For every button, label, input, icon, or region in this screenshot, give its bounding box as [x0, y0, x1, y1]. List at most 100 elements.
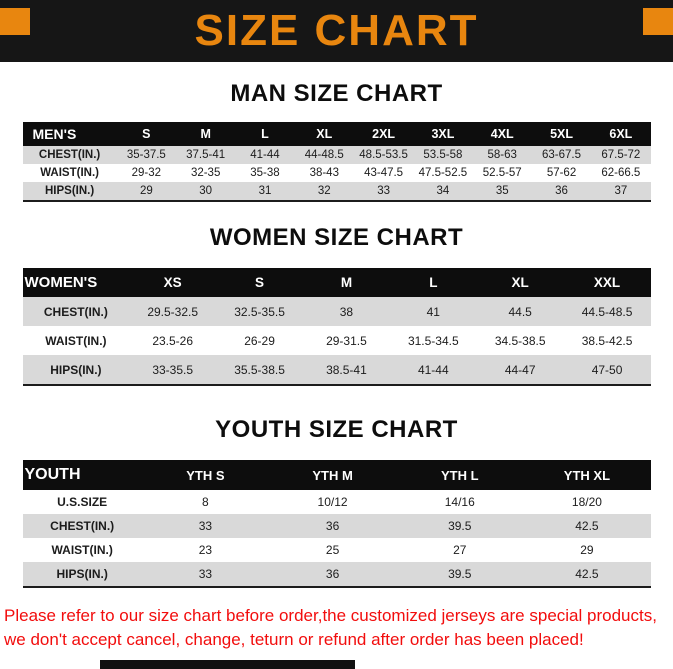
- size-value: 58-63: [487, 149, 517, 161]
- size-value: 32-35: [190, 167, 221, 179]
- measurement-row-label: CHEST(IN.): [43, 304, 108, 319]
- size-value: 35: [495, 185, 509, 197]
- size-value: 42.5: [575, 519, 599, 533]
- women-size-table: WOMEN'S XS S M L XL XXL CHEST(IN.) 29.5-32.5 32.5…: [22, 268, 651, 386]
- size-value: 27: [453, 543, 467, 557]
- size-value: 31.5-34.5: [407, 333, 459, 348]
- measurement-row-label: WAIST(IN.): [51, 543, 113, 557]
- measurement-row-label: U.S.SIZE: [57, 495, 108, 509]
- table-row: WAIST(IN.) 29-32 32-35 35-38 38-43 43-47.5 47.…: [23, 164, 651, 182]
- size-value: 48.5-53.5: [359, 149, 408, 161]
- order-notice: Please refer to our size chart before or…: [0, 604, 673, 652]
- size-column-header: 5XL: [550, 127, 573, 141]
- table-row: CHEST(IN.) 33 36 39.5 42.5: [22, 514, 651, 538]
- size-value: 41-44: [417, 362, 449, 377]
- corner-square-left: [0, 8, 30, 35]
- size-value: 23.5-26: [152, 333, 194, 348]
- size-column-header: 6XL: [609, 127, 633, 141]
- size-column-header: XS: [163, 275, 182, 290]
- size-value: 32.5-35.5: [234, 304, 285, 319]
- size-value: 41: [426, 304, 440, 319]
- size-value: 30: [199, 185, 213, 197]
- size-value: 31: [258, 185, 272, 197]
- size-value: 38: [339, 304, 354, 319]
- size-value: 33: [198, 567, 213, 581]
- table-group-label: MEN'S: [32, 126, 77, 142]
- size-value: 62-66.5: [601, 167, 641, 179]
- size-column-header: 4XL: [490, 127, 514, 141]
- size-column-header: 3XL: [431, 127, 455, 141]
- size-column-header: XL: [511, 275, 529, 290]
- women-size-section: WOMEN SIZE CHART WOMEN'S XS S M L XL XXL CHEST(…: [0, 224, 673, 386]
- measurement-row-label: CHEST(IN.): [38, 149, 101, 161]
- size-value: 42.5: [575, 567, 599, 581]
- size-value: 14/16: [444, 495, 475, 509]
- size-value: 23: [198, 543, 213, 557]
- table-header-row: YOUTH YTH S YTH M YTH L YTH XL: [22, 460, 651, 490]
- table-group-label: WOMEN'S: [24, 274, 98, 291]
- size-value: 29-31.5: [326, 333, 367, 348]
- size-value: 36: [325, 519, 340, 533]
- size-value: 47.5-52.5: [418, 167, 468, 179]
- size-value: 34: [436, 185, 450, 197]
- size-column-header: L: [429, 275, 438, 290]
- size-value: 35-38: [250, 167, 280, 179]
- size-value: 29: [139, 185, 153, 197]
- size-value: 47-50: [591, 362, 623, 377]
- size-value: 44-47: [504, 362, 536, 377]
- size-value: 39.5: [448, 519, 472, 533]
- women-section-title: WOMEN SIZE CHART: [209, 224, 464, 251]
- size-value: 38.5-41: [326, 362, 367, 377]
- size-value: 37.5-41: [186, 149, 226, 161]
- table-row: CHEST(IN.) 29.5-32.5 32.5-35.5 38 41 44.5 44.5…: [22, 297, 651, 326]
- measurement-row-label: HIPS(IN.): [50, 362, 102, 377]
- size-value: 36: [555, 185, 568, 197]
- size-value: 32: [317, 185, 331, 197]
- size-column-header: YTH XL: [563, 467, 611, 483]
- table-row: WAIST(IN.) 23.5-26 26-29 29-31.5 31.5-34.5 34…: [23, 326, 651, 355]
- size-value: 35-37.5: [126, 149, 166, 161]
- table-row: WAIST(IN.) 23 25 27 29: [23, 538, 651, 562]
- notice-line-2: we don't accept cancel, change, teturn o…: [4, 629, 584, 649]
- measurement-row-label: CHEST(IN.): [50, 519, 115, 533]
- size-value: 34.5-38.5: [494, 333, 546, 348]
- size-value: 44.5-48.5: [581, 304, 633, 319]
- measurement-row-label: HIPS(IN.): [44, 185, 95, 197]
- youth-size-table: YOUTH YTH S YTH M YTH L YTH XL U.S.SIZE 8 10/12…: [22, 460, 651, 588]
- size-value: 35.5-38.5: [234, 362, 285, 377]
- size-value: 29: [580, 543, 594, 557]
- size-column-header: XL: [316, 127, 333, 141]
- size-value: 33: [377, 185, 390, 197]
- bottom-black-bar: [100, 660, 355, 669]
- table-row: HIPS(IN.) 33 36 39.5 42.5: [22, 562, 651, 587]
- size-column-header: S: [142, 127, 151, 141]
- size-column-header: YTH S: [186, 467, 225, 483]
- banner: SIZE CHART: [0, 0, 673, 62]
- man-size-table: MEN'S S M L XL 2XL 3XL 4XL 5XL 6XL CHEST(IN.) 35-37…: [22, 122, 651, 202]
- table-header-row: MEN'S S M L XL 2XL 3XL 4XL 5XL 6XL: [22, 122, 651, 146]
- size-value: 38-43: [309, 167, 339, 179]
- measurement-row-label: WAIST(IN.): [40, 167, 99, 179]
- size-value: 33: [198, 519, 213, 533]
- size-value: 18/20: [571, 495, 602, 509]
- table-group-label: YOUTH: [24, 466, 81, 483]
- size-value: 37: [614, 185, 628, 197]
- size-value: 29-32: [131, 167, 162, 179]
- size-column-header: M: [340, 275, 353, 290]
- measurement-row-label: WAIST(IN.): [45, 333, 107, 348]
- size-value: 52.5-57: [482, 167, 522, 179]
- corner-square-right: [643, 8, 673, 35]
- size-value: 39.5: [448, 567, 472, 581]
- size-value: 29.5-32.5: [147, 304, 199, 319]
- youth-size-section: YOUTH SIZE CHART YOUTH YTH S YTH M YTH L YTH…: [0, 416, 673, 588]
- table-row: CHEST(IN.) 35-37.5 37.5-41 41-44 44-48.5 48.5…: [22, 146, 651, 164]
- size-value: 43-47.5: [364, 167, 404, 179]
- size-value: 41-44: [250, 149, 280, 161]
- table-row: U.S.SIZE 8 10/12 14/16 18/20: [23, 490, 651, 514]
- table-row: HIPS(IN.) 33-35.5 35.5-38.5 38.5-41 41-44 44-…: [22, 355, 651, 385]
- measurement-row-label: HIPS(IN.): [56, 567, 108, 581]
- size-value: 57-62: [546, 167, 577, 179]
- size-value: 33-35.5: [152, 362, 194, 377]
- size-value: 26-29: [244, 333, 275, 348]
- man-size-section: MAN SIZE CHART MEN'S S M L XL 2XL 3XL 4XL 5XL 6XL…: [0, 80, 673, 202]
